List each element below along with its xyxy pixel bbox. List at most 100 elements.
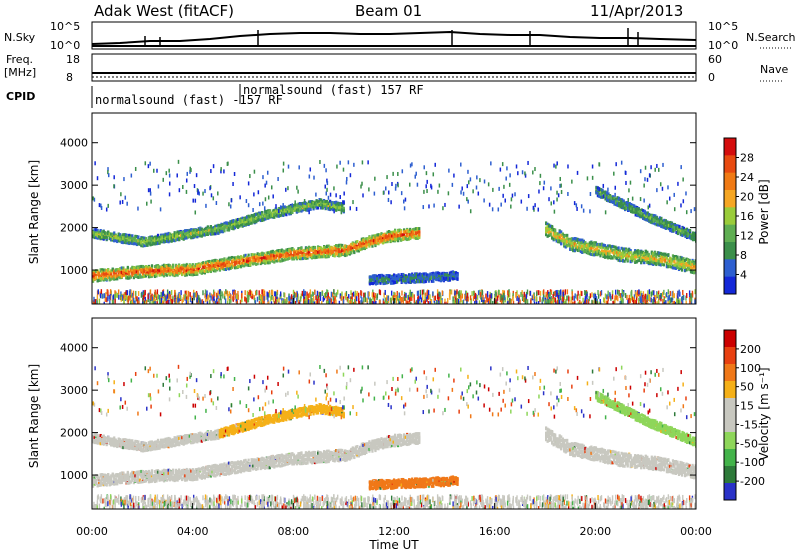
power-cell: [239, 219, 243, 223]
power-cell: [638, 258, 641, 262]
power-cell: [336, 250, 339, 254]
power-cell: [107, 231, 110, 235]
power-cell: [581, 250, 584, 254]
power-cell: [692, 269, 696, 273]
power-cell: [604, 197, 607, 201]
power-cell: [693, 231, 696, 235]
power-cell: [383, 232, 386, 236]
power-cell: [96, 271, 99, 275]
power-cell: [618, 253, 622, 257]
power-cell: [688, 266, 691, 270]
power-cell: [658, 219, 661, 223]
power-cell: [105, 277, 108, 281]
power-cell: [629, 249, 632, 253]
power-cell: [651, 214, 654, 218]
power-cell: [566, 237, 569, 241]
power-cell: [147, 241, 151, 245]
power-cell: [661, 259, 664, 263]
power-cell: [626, 256, 629, 260]
power-cell: [634, 255, 637, 259]
power-cell: [150, 267, 154, 271]
power-cell: [572, 237, 575, 241]
power-cell: [217, 265, 220, 269]
power-cell: [221, 259, 225, 263]
power-cell: [350, 250, 353, 254]
power-cell: [187, 233, 190, 237]
power-cell: [140, 243, 143, 247]
power-cell: [392, 234, 395, 238]
power-cell: [667, 253, 670, 257]
power-cell: [661, 252, 664, 256]
power-cell: [176, 264, 179, 268]
power-cell: [307, 252, 311, 256]
power-cell: [236, 217, 240, 221]
power-cell: [196, 235, 199, 239]
power-cell: [341, 249, 344, 253]
power-cell: [93, 275, 96, 279]
power-cell: [155, 274, 158, 278]
power-cell: [132, 276, 135, 280]
power-cell: [252, 214, 255, 218]
power-cell: [169, 239, 172, 243]
power-cell: [128, 238, 131, 242]
power-cell: [638, 250, 641, 254]
power-cell: [394, 235, 397, 239]
power-cell: [159, 235, 163, 239]
power-cell: [596, 193, 600, 197]
power-cell: [285, 257, 288, 261]
power-cell: [143, 270, 146, 274]
power-cell: [149, 273, 152, 277]
power-cell: [588, 247, 591, 251]
power-cell: [694, 231, 696, 235]
power-cell: [229, 264, 232, 268]
power-cell: [99, 230, 102, 234]
freq-right-tick-top: 60: [708, 53, 722, 66]
power-cell: [191, 231, 194, 235]
power-cell: [271, 249, 274, 253]
power-cell: [268, 256, 271, 260]
power-cell: [633, 210, 636, 214]
power-cell: [677, 266, 681, 270]
power-cell: [230, 223, 234, 227]
power-cell: [377, 239, 380, 243]
power-cell: [208, 231, 211, 235]
power-cell: [607, 199, 610, 203]
power-cell: [179, 269, 182, 273]
power-cell: [226, 221, 229, 225]
power-cell: [329, 202, 332, 206]
power-cell: [135, 235, 138, 239]
power-cell: [646, 257, 649, 261]
power-cell: [344, 244, 347, 248]
power-cell: [619, 205, 622, 209]
power-cell: [650, 262, 653, 266]
power-cell: [560, 241, 563, 245]
power-cell: [227, 226, 231, 230]
power-cell: [336, 206, 339, 210]
power-cell: [683, 258, 687, 262]
power-cell: [215, 230, 219, 234]
power-cell: [116, 239, 119, 243]
power-cell: [578, 243, 581, 247]
power-cell: [101, 273, 104, 277]
power-cell: [283, 249, 286, 253]
power-cell: [289, 247, 293, 251]
power-cell: [144, 274, 148, 278]
power-cell: [644, 249, 647, 253]
power-cell: [569, 247, 572, 251]
power-cell: [570, 247, 573, 251]
power-cell: [635, 255, 638, 259]
power-cell: [306, 246, 309, 250]
power-cell: [173, 269, 176, 273]
power-cell: [637, 255, 640, 259]
sky-left-tick-bottom: 10^0: [50, 39, 80, 52]
power-cell: [570, 238, 573, 242]
power-cell: [613, 201, 616, 205]
power-cell: [398, 232, 401, 236]
power-cell: [397, 229, 400, 233]
power-cell: [320, 202, 323, 206]
power-cell: [318, 252, 321, 256]
power-cell: [200, 227, 203, 231]
power-cell: [161, 239, 164, 243]
power-cell: [690, 236, 693, 240]
power-cell: [618, 255, 622, 259]
